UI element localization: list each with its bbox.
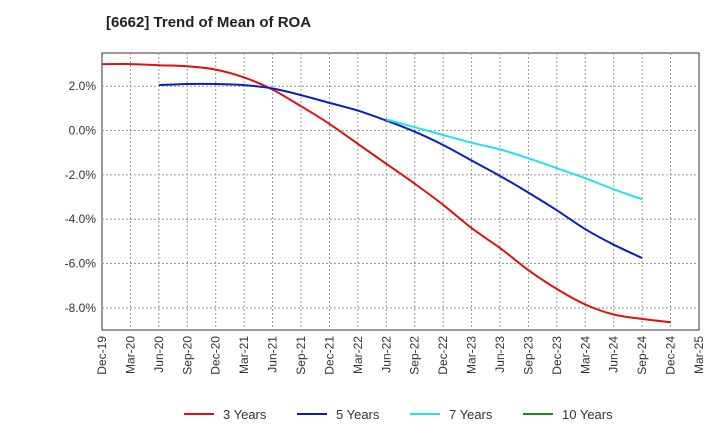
y-tick-label: 2.0% xyxy=(69,79,97,93)
y-tick-label: -4.0% xyxy=(65,212,97,226)
x-tick-label: Jun-22 xyxy=(379,336,393,373)
x-tick-label: Sep-23 xyxy=(521,336,535,375)
x-tick-label: Sep-21 xyxy=(294,336,308,375)
y-tick-label: -2.0% xyxy=(65,168,97,182)
x-tick-label: Dec-24 xyxy=(664,336,678,375)
chart-title: [6662] Trend of Mean of ROA xyxy=(106,14,312,31)
series-line-5-years xyxy=(158,82,643,259)
x-tick-label: Sep-22 xyxy=(408,336,422,375)
plot-area xyxy=(101,52,700,331)
legend-label-10-years: 10 Years xyxy=(562,407,613,422)
x-tick-label: Sep-24 xyxy=(635,336,649,375)
x-tick-label: Jun-21 xyxy=(266,336,280,373)
x-tick-label: Dec-23 xyxy=(550,336,564,375)
series-line-3-years xyxy=(101,63,671,324)
series-line-7-years xyxy=(386,118,643,201)
y-tick-label: -6.0% xyxy=(65,257,97,271)
legend-label-5-years: 5 Years xyxy=(336,407,380,422)
x-tick-label: Jun-24 xyxy=(607,336,621,373)
x-tick-label: Mar-21 xyxy=(237,336,251,374)
legend-label-7-years: 7 Years xyxy=(449,407,493,422)
x-tick-label: Mar-22 xyxy=(351,336,365,374)
x-tick-label: Mar-20 xyxy=(123,336,137,374)
y-tick-label: 0.0% xyxy=(69,124,97,138)
x-tick-label: Dec-19 xyxy=(95,336,109,375)
x-tick-label: Mar-25 xyxy=(692,336,706,374)
x-tick-label: Mar-24 xyxy=(578,336,592,374)
y-tick-label: -8.0% xyxy=(65,301,97,315)
x-tick-label: Jun-20 xyxy=(152,336,166,373)
x-tick-label: Dec-20 xyxy=(209,336,223,375)
x-tick-label: Mar-23 xyxy=(465,336,479,374)
legend-label-3-years: 3 Years xyxy=(223,407,267,422)
x-tick-label: Sep-20 xyxy=(180,336,194,375)
x-tick-label: Jun-23 xyxy=(493,336,507,373)
x-tick-label: Dec-22 xyxy=(436,336,450,375)
x-tick-label: Dec-21 xyxy=(322,336,336,375)
